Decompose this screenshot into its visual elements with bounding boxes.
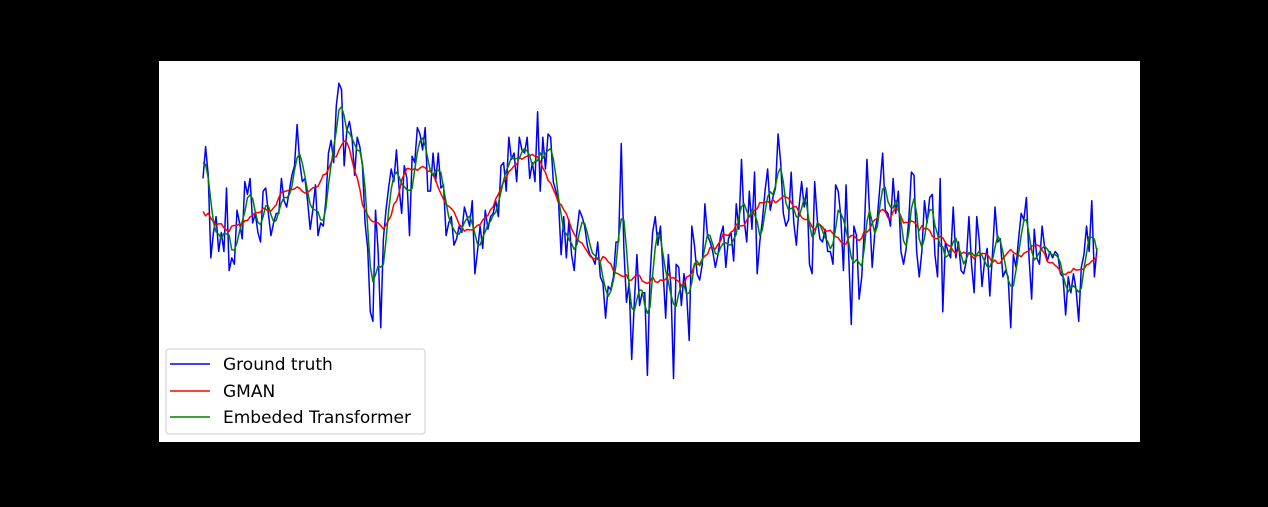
legend-label-gman: GMAN	[223, 382, 275, 402]
legend-label-ground-truth: Ground truth	[223, 355, 333, 375]
series-layer	[202, 82, 1098, 380]
legend-label-embeded-transformer: Embeded Transformer	[223, 408, 411, 428]
legend: Ground truth GMAN Embeded Transformer	[165, 348, 426, 435]
legend-frame	[165, 348, 426, 435]
series-line-embeded-transformer	[202, 105, 1098, 314]
series-line-gman	[202, 140, 1098, 286]
